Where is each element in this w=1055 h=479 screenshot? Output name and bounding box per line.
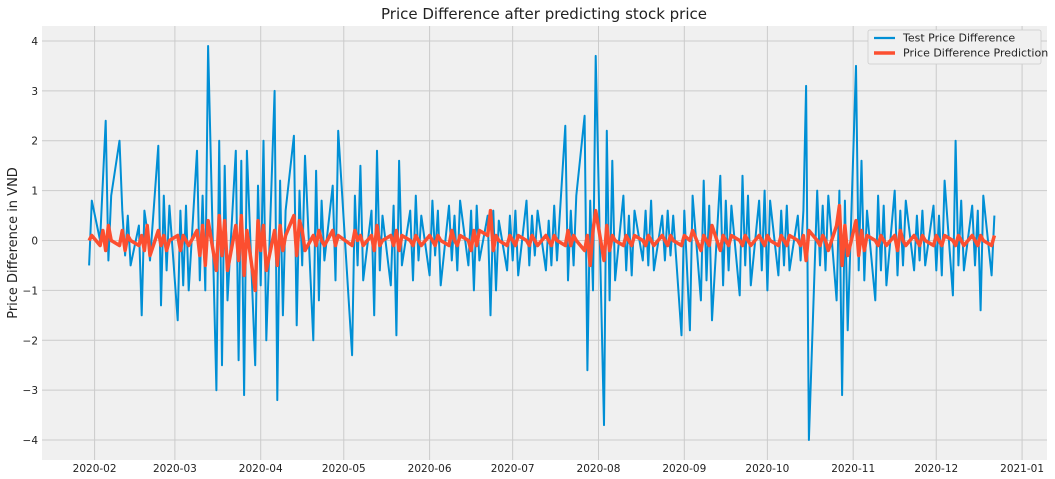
y-tick-label: 1 bbox=[31, 186, 38, 198]
y-tick-label: −1 bbox=[23, 285, 38, 297]
x-tick-label: 2020-10 bbox=[745, 463, 789, 475]
legend-label-test: Test Price Difference bbox=[902, 32, 1015, 45]
y-tick-label: 4 bbox=[31, 36, 38, 48]
y-tick-label: −4 bbox=[23, 435, 39, 447]
legend-label-prediction: Price Difference Prediction bbox=[903, 47, 1048, 60]
chart-title: Price Difference after predicting stock … bbox=[381, 5, 707, 23]
y-tick-label: 3 bbox=[31, 86, 38, 98]
series-test-price-difference bbox=[88, 45, 996, 441]
x-tick-labels: 2020-02 2020-03 2020-04 2020-05 2020-06 2020-… bbox=[73, 463, 1044, 475]
y-tick-label: −3 bbox=[23, 385, 38, 397]
x-tick-label: 2020-04 bbox=[239, 463, 283, 475]
y-tick-label: 2 bbox=[31, 136, 38, 148]
x-tick-label: 2020-02 bbox=[73, 463, 117, 475]
x-tick-label: 2020-03 bbox=[153, 463, 197, 475]
x-tick-label: 2020-05 bbox=[322, 463, 366, 475]
x-tick-label: 2020-12 bbox=[914, 463, 958, 475]
x-tick-label: 2020-07 bbox=[491, 463, 535, 475]
legend: Test Price Difference Price Difference P… bbox=[867, 29, 1048, 65]
x-tick-label: 2020-11 bbox=[831, 463, 875, 475]
x-tick-label: 2020-06 bbox=[408, 463, 452, 475]
legend-box bbox=[867, 29, 1042, 65]
series-price-difference-prediction bbox=[87, 203, 997, 293]
y-tick-label: −2 bbox=[23, 335, 38, 347]
y-tick-labels: −4 −3 −2 −1 0 1 2 3 4 bbox=[23, 36, 39, 447]
y-tick-label: 0 bbox=[31, 236, 38, 248]
x-tick-label: 2020-08 bbox=[577, 463, 621, 475]
x-tick-label: 2020-09 bbox=[662, 463, 706, 475]
series-lines bbox=[87, 45, 997, 441]
y-axis-label: Price Difference in VND bbox=[6, 167, 21, 319]
x-tick-label: 2021-01 bbox=[1000, 463, 1044, 475]
